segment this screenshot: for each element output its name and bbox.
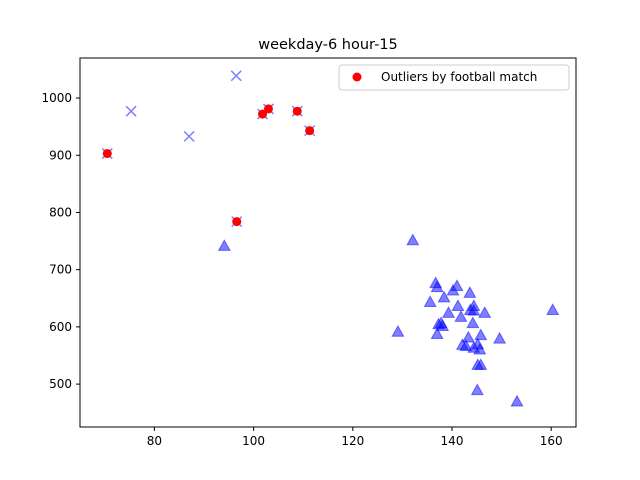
triangle-point [430,327,444,340]
x-tick-label: 160 [540,434,563,448]
triangle-point [470,383,484,396]
triangle-point [466,316,480,329]
legend-box [338,64,570,91]
y-tick-label: 700 [49,263,72,277]
triangle-point [467,303,481,316]
triangle-point [474,358,488,370]
y-tick-label: 900 [49,148,72,162]
x-point [183,130,195,142]
triangle-point [474,328,488,341]
outlier-point [263,104,273,114]
triangle-point [406,233,420,246]
triangle-point [436,319,450,332]
chart-title: weekday-6 hour-15 [258,37,398,53]
triangle-point [217,239,231,251]
x-axis: 80 100 120 140 160 [147,427,563,448]
triangle-point [463,286,477,298]
y-tick-label: 600 [49,320,72,334]
y-tick-label: 800 [49,205,72,219]
x-tick-label: 140 [441,434,464,448]
x-tick-label: 100 [242,434,265,448]
triangle-point [478,306,492,318]
triangle-point [391,325,405,337]
triangle-point [473,342,487,355]
outlier-point [292,106,302,116]
plot-frame [79,57,577,428]
triangle-point [461,330,475,343]
y-tick-label: 500 [49,377,72,391]
outlier-point [305,126,315,136]
triangle-point [454,310,468,322]
y-tick-label: 1000 [41,91,72,105]
triangle-point [546,303,560,315]
triangle-point [510,394,524,407]
outlier-point [102,149,112,159]
legend-label-outliers: Outliers by football match [381,70,537,84]
triangle-point [450,279,464,291]
triangle-point [451,299,465,311]
x-tick-label: 80 [147,434,162,448]
triangle-point [441,306,456,318]
x-tick-label: 120 [341,434,364,448]
legend: Outliers by football match [338,64,570,91]
legend-marker-outliers [352,72,362,82]
triangle-point [437,290,451,303]
outlier-point [232,217,242,227]
x-point [125,105,137,117]
data-points [101,70,560,407]
triangle-point [459,339,473,352]
triangle-point [423,295,437,307]
outlier-point [258,109,268,119]
triangle-point [493,331,507,344]
x-point [230,70,242,82]
y-axis: 500 600 700 800 900 1000 [41,91,80,391]
triangle-point [430,280,444,293]
